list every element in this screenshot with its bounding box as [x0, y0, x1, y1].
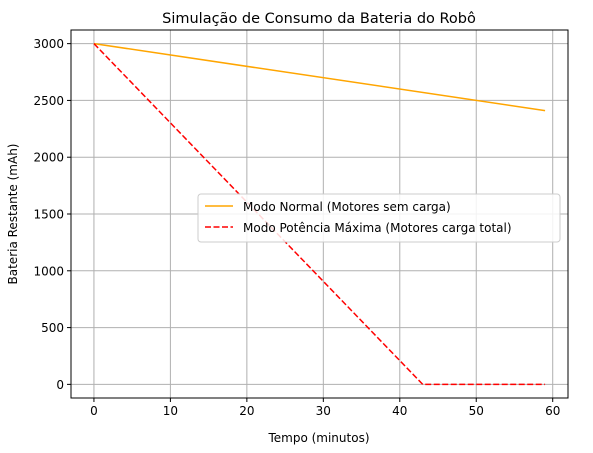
- x-tick-label: 40: [392, 404, 407, 418]
- legend: Modo Normal (Motores sem carga) Modo Pot…: [198, 194, 560, 242]
- x-axis-label: Tempo (minutos): [267, 431, 369, 445]
- y-tick-label: 0: [56, 378, 64, 392]
- x-tick-label: 0: [90, 404, 98, 418]
- y-tick-label: 500: [41, 321, 64, 335]
- y-tick-label: 2500: [33, 94, 64, 108]
- x-tick-label: 60: [545, 404, 560, 418]
- y-tick-label: 1500: [33, 208, 64, 222]
- x-tick-label: 50: [469, 404, 484, 418]
- legend-label-max-power-mode: Modo Potência Máxima (Motores carga tota…: [243, 221, 512, 235]
- y-tick-label: 2000: [33, 151, 64, 165]
- y-axis-label: Bateria Restante (mAh): [6, 144, 20, 285]
- legend-label-normal-mode: Modo Normal (Motores sem carga): [243, 200, 451, 214]
- y-tick-label: 1000: [33, 264, 64, 278]
- x-tick-label: 20: [239, 404, 254, 418]
- x-tick-label: 30: [316, 404, 331, 418]
- chart-title: Simulação de Consumo da Bateria do Robô: [162, 11, 476, 27]
- y-tick-label: 3000: [33, 37, 64, 51]
- x-tick-label: 10: [163, 404, 178, 418]
